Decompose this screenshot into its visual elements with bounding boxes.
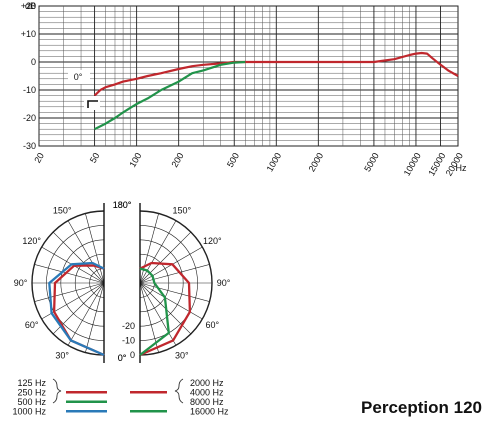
angle-label: 30°: [55, 350, 69, 360]
response-curve: [94, 60, 246, 131]
polar-spoke: [139, 231, 192, 284]
y-tick-label: 0: [31, 57, 36, 67]
angle-label: 120°: [203, 236, 222, 246]
y-tick-labels: +20 +10 0 -10 -20 -30 dB: [21, 1, 36, 151]
angle-label: 60°: [25, 320, 39, 330]
y-tick-label: -30: [23, 141, 36, 151]
legend-label: 8000 Hz: [190, 397, 224, 407]
angle-label: 60°: [205, 320, 219, 330]
polar-pattern-chart: 0°0°30° 30°60° 60°90° 90°120° 120°150° 150°18…: [14, 200, 231, 363]
polar-spoke: [139, 213, 159, 284]
angle-annotation: 0°: [74, 72, 83, 82]
angle-label: 90°: [14, 278, 28, 288]
polar-spoke: [67, 220, 105, 284]
legend-label: 4000 Hz: [190, 388, 224, 398]
frequency-curves: [93, 51, 459, 131]
legend-label: 16000 Hz: [190, 407, 229, 417]
frequency-annotations: 0°: [68, 70, 100, 110]
legend-label: 250 Hz: [17, 388, 46, 398]
polar-curve: [48, 261, 105, 357]
angle-label: 0°: [118, 353, 127, 363]
angle-label: 90°: [217, 278, 231, 288]
y-tick-label: -20: [23, 113, 36, 123]
response-curve: [93, 51, 459, 97]
y-tick-label: -10: [23, 85, 36, 95]
x-axis-unit: Hz: [456, 163, 467, 173]
x-tick-label: 50: [88, 151, 102, 165]
polar-spoke: [139, 282, 210, 302]
polar-spoke: [34, 264, 105, 284]
polar-spoke: [67, 282, 105, 346]
polar-curve: [139, 261, 192, 357]
polar-spoke: [139, 282, 203, 320]
polar-spoke: [139, 220, 177, 284]
angle-label: 150°: [53, 206, 72, 216]
legend-label: 1000 Hz: [12, 407, 46, 417]
legend-brace: [174, 378, 184, 404]
polar-spoke: [139, 264, 210, 284]
angle-label: 0°: [118, 353, 127, 363]
product-title: Perception 120: [361, 398, 482, 417]
angle-label: 180°: [113, 200, 132, 210]
y-axis-label: dB: [25, 1, 36, 11]
polar-spoke: [139, 282, 177, 346]
frequency-grid: [38, 5, 459, 147]
polar-curve: [139, 267, 170, 356]
filter-icon-bg: [84, 96, 100, 110]
annotation-box: [68, 70, 90, 84]
polar-spoke: [85, 282, 105, 353]
polar-spoke: [34, 282, 105, 302]
polar-spoke: [139, 282, 159, 353]
legend-label: 500 Hz: [17, 397, 46, 407]
angle-label: 30°: [175, 350, 189, 360]
legend-brace: [52, 378, 62, 404]
angle-label: 120°: [22, 236, 41, 246]
y-tick-label: +20: [21, 1, 36, 11]
angle-label: 150°: [172, 206, 191, 216]
angle-label: 180°: [113, 200, 132, 210]
level-label: -20: [122, 321, 135, 331]
low-cut-filter-icon: [87, 100, 98, 108]
legend-label: 2000 Hz: [190, 378, 224, 388]
legend-label: 125 Hz: [17, 378, 46, 388]
y-tick-label: +10: [21, 29, 36, 39]
level-label: -10: [122, 336, 135, 346]
x-tick-label: 500: [225, 151, 241, 169]
level-label: 0: [130, 350, 135, 360]
x-tick-labels: 20 50 100 200 500 1000 2000 5000 10000 1500020000…: [32, 151, 467, 178]
x-tick-label: 100: [127, 151, 143, 169]
x-tick-label: 10000: [402, 151, 423, 178]
x-tick-label: 200: [169, 151, 185, 169]
polar-spoke: [85, 213, 105, 284]
x-tick-label: 20: [32, 151, 46, 165]
polar-spoke: [52, 231, 105, 284]
x-tick-label: 2000: [307, 151, 326, 173]
x-tick-label: 5000: [362, 151, 381, 173]
x-tick-label: 1000: [265, 151, 284, 173]
